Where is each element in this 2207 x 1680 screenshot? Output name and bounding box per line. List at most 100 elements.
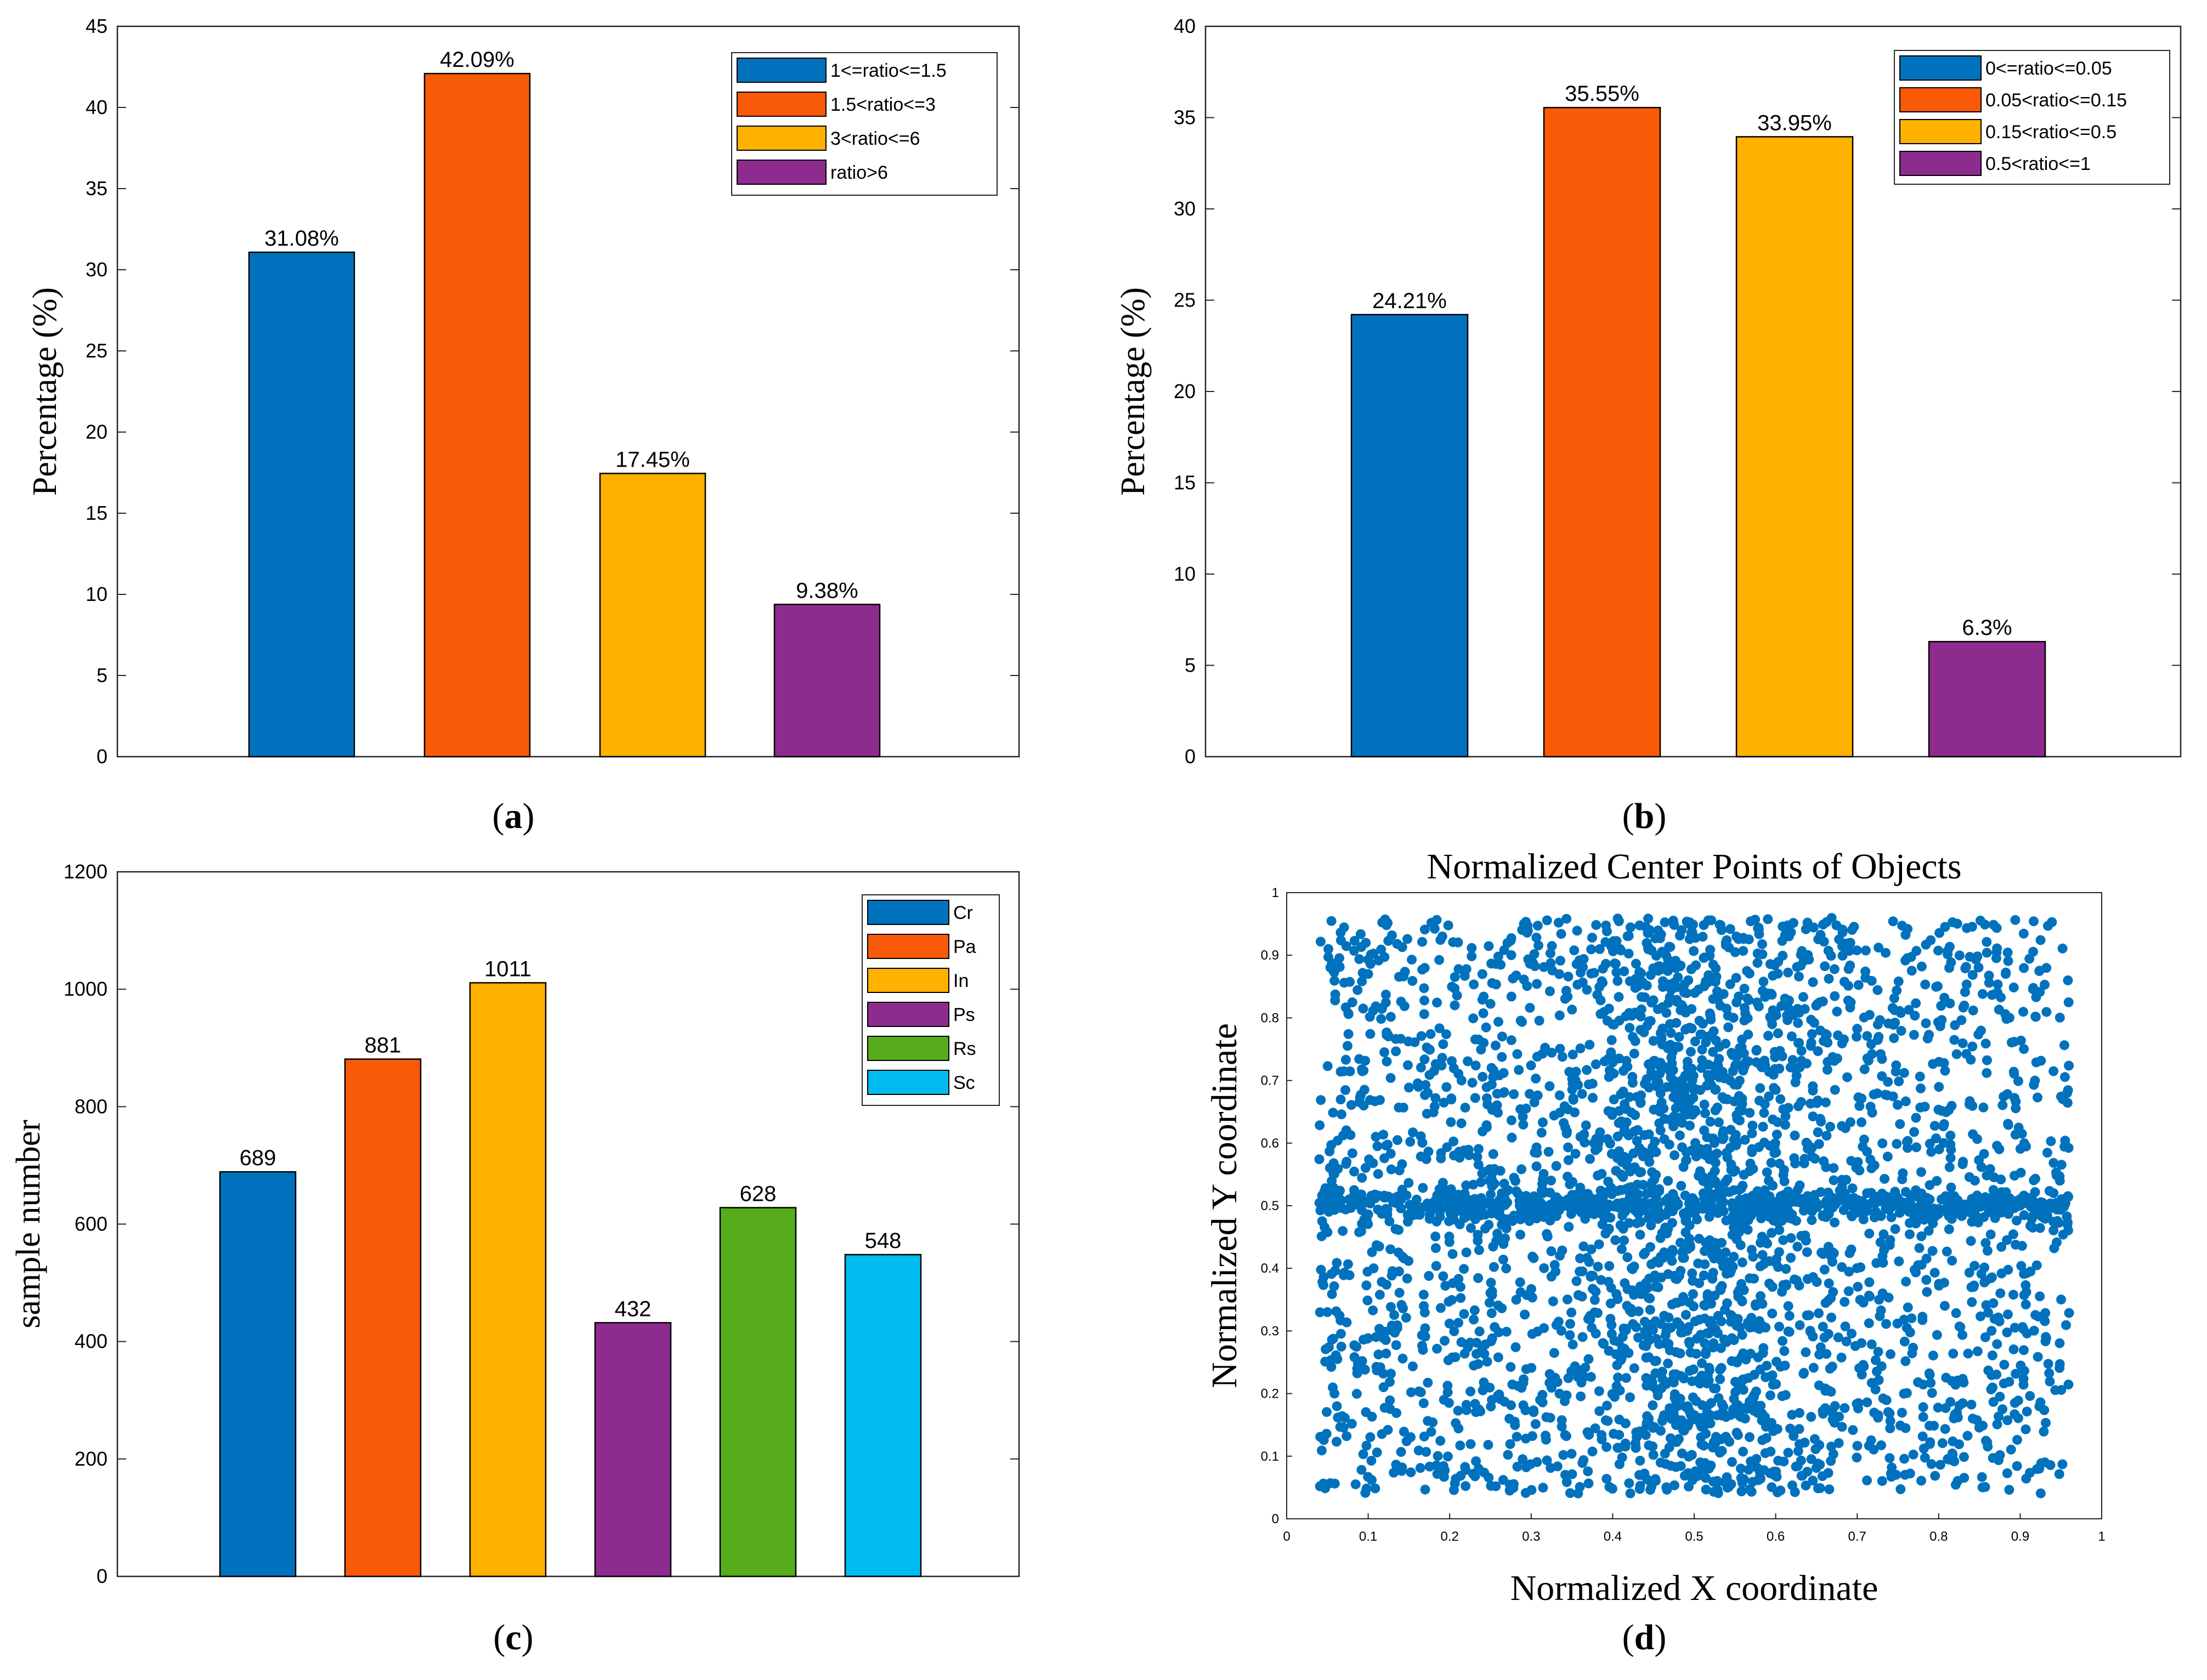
scatter-point: [1982, 1055, 1992, 1065]
scatter-point: [1337, 1195, 1346, 1206]
scatter-point: [1742, 1404, 1752, 1414]
scatter-point: [1562, 1295, 1572, 1304]
scatter-point: [1511, 970, 1521, 981]
scatter-point: [1448, 1136, 1459, 1147]
scatter-point: [1757, 949, 1768, 960]
scatter-point: [1793, 1038, 1803, 1048]
scatter-point: [1594, 1133, 1605, 1143]
scatter-point: [1877, 1196, 1887, 1207]
scatter-point: [1980, 1238, 1991, 1248]
scatter-point: [1424, 1070, 1435, 1080]
y-tick-label: 15: [86, 502, 107, 524]
scatter-point: [1950, 1380, 1961, 1390]
scatter-point: [1942, 1246, 1952, 1257]
scatter-point: [2041, 1418, 2051, 1428]
scatter-point: [2059, 1142, 2070, 1152]
scatter-point: [1347, 997, 1357, 1007]
scatter-point: [1514, 1065, 1524, 1075]
scatter-point: [1710, 977, 1721, 987]
scatter-point: [1909, 1127, 1919, 1137]
scatter-point: [1571, 1276, 1582, 1286]
scatter-point: [1900, 1096, 1911, 1106]
scatter-point: [1564, 1222, 1574, 1232]
scatter-point: [1461, 1481, 1471, 1491]
scatter-point: [1632, 1179, 1643, 1190]
scatter-point: [1755, 1083, 1765, 1093]
scatter-point: [1403, 1060, 1413, 1070]
scatter-point: [1555, 1043, 1565, 1054]
scatter-point: [1710, 1085, 1721, 1095]
scatter-point: [1655, 933, 1665, 944]
scatter-point: [1515, 1229, 1525, 1240]
scatter-point: [1827, 1247, 1838, 1257]
scatter-point: [1418, 1183, 1428, 1193]
scatter-point: [1918, 1412, 1928, 1422]
scatter-point: [1506, 1362, 1516, 1372]
panel-label-open: (: [1622, 796, 1634, 836]
scatter-point: [1566, 1307, 1577, 1318]
scatter-point: [1575, 1482, 1585, 1492]
y-axis-label: Percentage (%): [26, 287, 64, 496]
scatter-point: [1821, 917, 1832, 927]
scatter-point: [1854, 1363, 1864, 1373]
scatter-point: [1339, 922, 1349, 933]
scatter-point: [2041, 1007, 2052, 1017]
legend: 1<=ratio<=1.51.5<ratio<=33<ratio<=6ratio…: [731, 52, 998, 196]
scatter-point: [1356, 1089, 1366, 1100]
scatter-point: [1407, 1361, 1418, 1371]
legend-entry: Pa: [953, 937, 976, 957]
scatter-point: [1615, 1220, 1626, 1230]
scatter-point: [1589, 1295, 1600, 1305]
scatter-point: [1435, 1435, 1446, 1446]
scatter-point: [1653, 1077, 1663, 1087]
scatter-point: [1455, 1219, 1465, 1229]
scatter-point: [1563, 1172, 1572, 1182]
scatter-point: [1616, 1353, 1627, 1364]
scatter-point: [1881, 947, 1891, 958]
scatter-point: [1349, 946, 1359, 956]
scatter-point: [1633, 1306, 1644, 1316]
scatter-point: [1330, 1265, 1340, 1276]
scatter-point: [2018, 1373, 2029, 1384]
scatter-point: [1761, 1422, 1771, 1432]
scatter-point: [1578, 954, 1589, 964]
scatter-point: [1859, 1064, 1870, 1075]
scatter-point: [1596, 1275, 1606, 1285]
legend-swatch: [867, 900, 949, 925]
scatter-point: [1536, 1127, 1547, 1138]
scatter-point: [1775, 1094, 1786, 1104]
scatter-point: [1526, 1060, 1536, 1071]
scatter-point: [1356, 1205, 1367, 1216]
scatter-point: [1506, 950, 1516, 960]
scatter-point: [1609, 1429, 1619, 1439]
scatter-point: [1465, 1439, 1476, 1449]
scatter-point: [1542, 915, 1552, 926]
scatter-point: [1586, 944, 1597, 955]
scatter-point: [1499, 1397, 1510, 1407]
scatter-point: [1667, 1218, 1677, 1228]
scatter-point: [1578, 1241, 1589, 1252]
scatter-point: [2033, 1092, 2042, 1103]
scatter-point: [1510, 1342, 1521, 1352]
scatter-point: [1621, 1324, 1631, 1334]
scatter-point: [1399, 1427, 1409, 1437]
scatter-point: [1532, 1203, 1542, 1213]
scatter-point: [1837, 1262, 1847, 1272]
scatter-point: [1911, 1142, 1921, 1153]
scatter-point: [1482, 1099, 1493, 1110]
scatter-point: [1820, 1097, 1831, 1108]
scatter-point: [1794, 1424, 1804, 1434]
scatter-point: [1899, 1388, 1909, 1399]
scatter-point: [1946, 1190, 1957, 1201]
scatter-point: [1501, 1263, 1512, 1274]
scatter-point: [1949, 1035, 1960, 1045]
scatter-point: [1670, 1150, 1680, 1160]
scatter-point: [1405, 1200, 1415, 1210]
scatter-point: [1694, 1278, 1705, 1289]
scatter-point: [1555, 1251, 1565, 1261]
scatter-point: [1793, 1018, 1803, 1028]
scatter-point: [1735, 1322, 1745, 1332]
scatter-point: [1929, 1204, 1939, 1214]
scatter-point: [1462, 1211, 1472, 1222]
